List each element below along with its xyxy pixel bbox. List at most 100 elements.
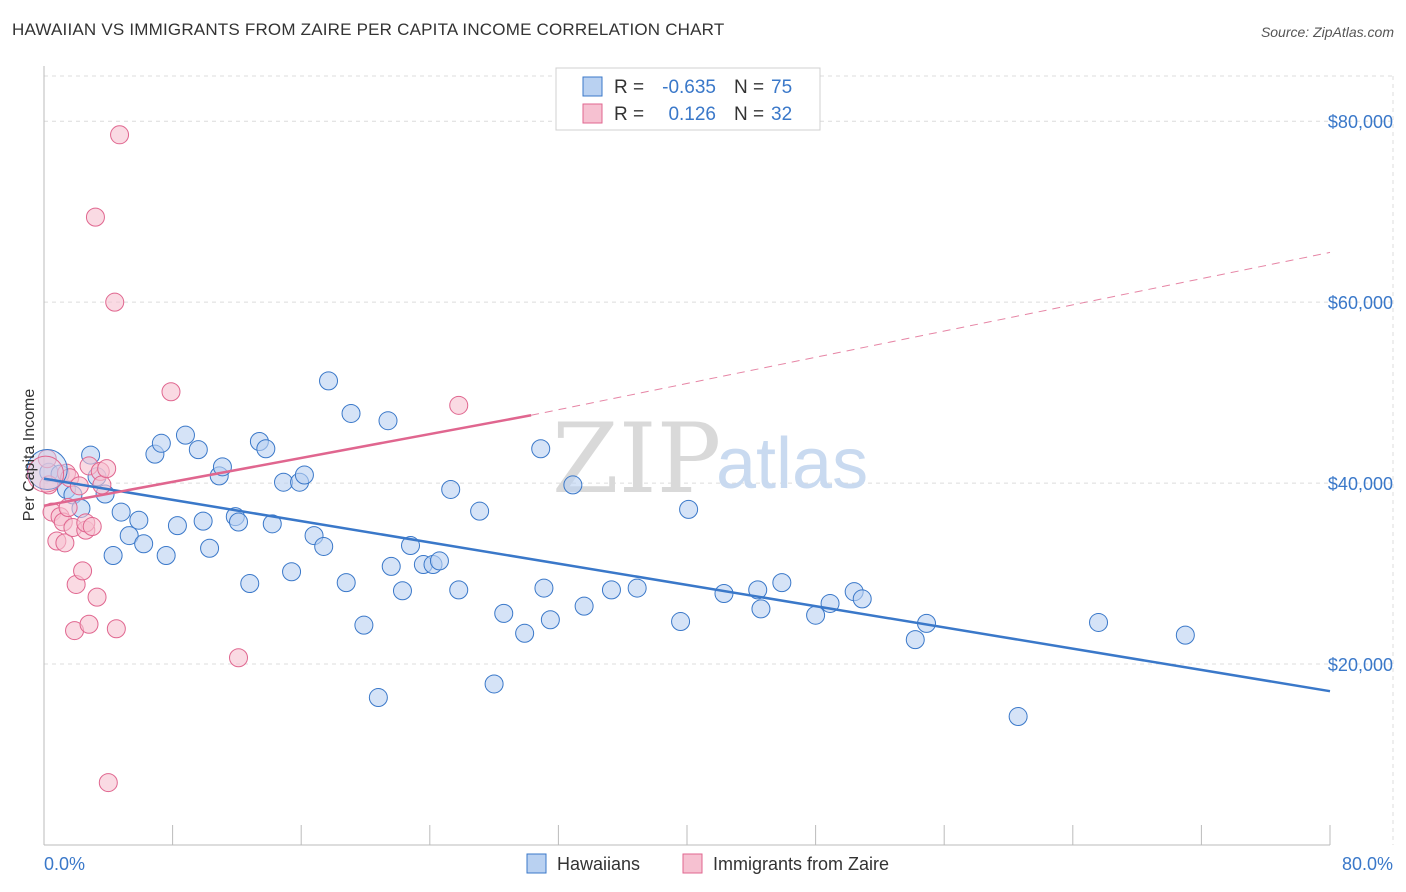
point-series1-28 [161,382,181,402]
point-series0-62 [714,583,734,603]
point-series1-14 [73,561,93,581]
point-series0-70 [905,630,925,650]
point-series0-65 [772,573,792,593]
stats-r-value-1: -0.635 [662,77,716,98]
point-series0-32 [294,465,314,485]
point-series0-51 [494,603,514,623]
watermark: ZIP atlas [552,403,868,515]
legend-swatch-zaire [682,853,703,874]
legend-swatch-hawaiians [526,853,547,874]
tick-labels: $20,000 $40,000 $60,000 $80,000 0.0% 80.0% [44,112,1393,874]
point-cluster-zaire [27,455,65,493]
point-series0-27 [256,439,276,459]
point-series0-38 [354,615,374,635]
point-series0-66 [806,605,826,625]
stats-n-value-2: 32 [771,104,792,125]
point-series0-56 [563,475,583,495]
point-series0-24 [229,512,249,532]
point-series0-8 [103,545,123,565]
stats-n-label-1: N = [734,77,764,98]
point-series0-64 [751,599,771,619]
point-series0-18 [188,440,208,460]
stats-swatch-blue [582,76,603,97]
point-series0-39 [368,688,388,708]
y-tick-label-0: $20,000 [1328,655,1393,675]
point-series1-23 [97,459,117,479]
axes [43,66,1331,846]
point-series0-48 [449,580,469,600]
trend-line-series0 [43,477,1331,693]
point-series1-24 [105,292,125,312]
point-series0-63 [748,580,768,600]
point-series0-60 [671,612,691,632]
point-series1-6 [55,533,75,553]
stats-swatch-pink [582,103,603,124]
point-series1-25 [106,619,126,639]
point-series0-25 [240,574,260,594]
point-series0-46 [429,551,449,571]
point-series1-19 [85,207,105,227]
point-series0-42 [392,581,412,601]
watermark-atlas: atlas [716,424,868,504]
legend-label-zaire: Immigrants from Zaire [713,854,889,874]
data-points [26,125,1195,793]
trend-line-extension-series1 [530,251,1331,416]
chart-title: HAWAIIAN VS IMMIGRANTS FROM ZAIRE PER CA… [12,20,725,39]
point-series0-19 [193,511,213,531]
point-series1-26 [110,125,130,145]
point-series0-69 [852,589,872,609]
x-tick-label-max: 80.0% [1342,854,1393,874]
point-series0-74 [1175,625,1195,645]
point-series0-20 [200,538,220,558]
y-tick-label-2: $60,000 [1328,293,1393,313]
watermark-zip: ZIP [552,403,721,515]
point-series0-55 [540,610,560,630]
point-series1-18 [79,614,99,634]
point-series1-31 [82,517,102,537]
point-series0-15 [156,545,176,565]
point-series1-29 [229,648,249,668]
point-series0-17 [175,425,195,445]
point-series0-49 [470,501,490,521]
legend-label-hawaiians: Hawaiians [557,854,640,874]
point-series1-30 [449,395,469,415]
point-series1-20 [87,587,107,607]
point-series0-29 [274,472,294,492]
point-series0-52 [515,623,535,643]
point-series0-41 [381,556,401,576]
point-series0-28 [262,514,282,534]
point-series0-61 [679,499,699,519]
point-series0-30 [282,562,302,582]
point-series0-47 [441,479,461,499]
y-axis-label: Per Capita Income [21,389,38,522]
trend-line-series1 [43,414,532,507]
source-label: Source: ZipAtlas.com [1260,24,1394,40]
stats-r-label-2: R = [614,104,644,125]
point-series0-54 [534,578,554,598]
point-series0-40 [378,411,398,431]
point-series0-14 [151,433,171,453]
legend: Hawaiians Immigrants from Zaire [526,853,889,874]
stats-n-value-1: 75 [771,77,792,98]
stats-n-label-2: N = [734,104,764,125]
stats-box: R = -0.635 N = 75 R = 0.126 N = 32 [555,67,821,131]
point-series0-34 [314,536,334,556]
y-tick-label-1: $40,000 [1328,474,1393,494]
x-tick-label-min: 0.0% [44,854,85,874]
point-series0-57 [574,596,594,616]
point-series0-72 [1008,707,1028,727]
point-series1-27 [98,773,118,793]
point-series0-11 [129,510,149,530]
point-series0-59 [627,578,647,598]
point-series0-36 [336,573,356,593]
stats-r-label-1: R = [614,77,644,98]
point-series0-58 [601,580,621,600]
stats-r-value-2: 0.126 [668,104,716,125]
point-series1-22 [92,475,112,495]
point-series0-37 [341,403,361,423]
point-series0-9 [111,502,131,522]
point-series0-10 [119,526,139,546]
point-series0-53 [531,439,551,459]
point-series0-73 [1089,612,1109,632]
